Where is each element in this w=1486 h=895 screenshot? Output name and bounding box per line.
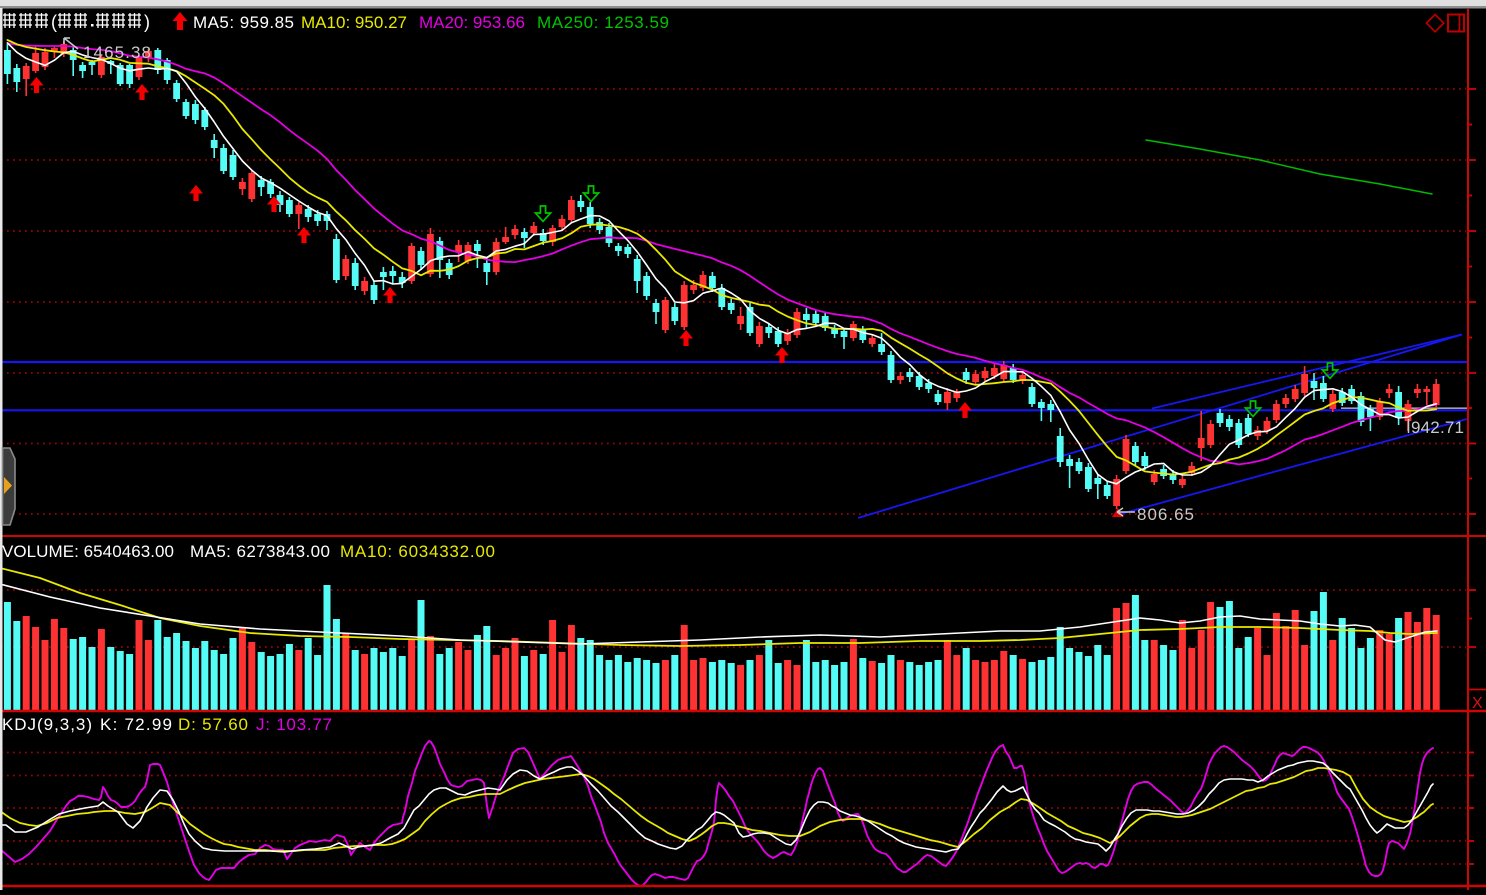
svg-text:(: ( (51, 12, 57, 32)
svg-text:X: X (1472, 695, 1483, 712)
svg-text:K: 72.99: K: 72.99 (100, 715, 172, 734)
svg-text:MA10: 950.27: MA10: 950.27 (301, 13, 407, 32)
svg-text:MA5: 959.85: MA5: 959.85 (193, 13, 294, 32)
svg-text:KDJ(9,3,3): KDJ(9,3,3) (2, 715, 92, 734)
svg-text:MA20: 953.66: MA20: 953.66 (419, 13, 525, 32)
svg-text:806.65: 806.65 (1137, 505, 1194, 524)
svg-text:J: 103.77: J: 103.77 (256, 715, 332, 734)
svg-text:VOLUME: 6540463.00: VOLUME: 6540463.00 (2, 542, 174, 561)
svg-text:MA10: 6034332.00: MA10: 6034332.00 (340, 542, 495, 561)
svg-text:1465.38: 1465.38 (83, 43, 151, 62)
svg-text:): ) (144, 12, 150, 32)
svg-text:MA250: 1253.59: MA250: 1253.59 (537, 13, 669, 32)
svg-text:MA5: 6273843.00: MA5: 6273843.00 (190, 542, 330, 561)
svg-text:D: 57.60: D: 57.60 (178, 715, 248, 734)
svg-text:942.71: 942.71 (1411, 418, 1464, 437)
